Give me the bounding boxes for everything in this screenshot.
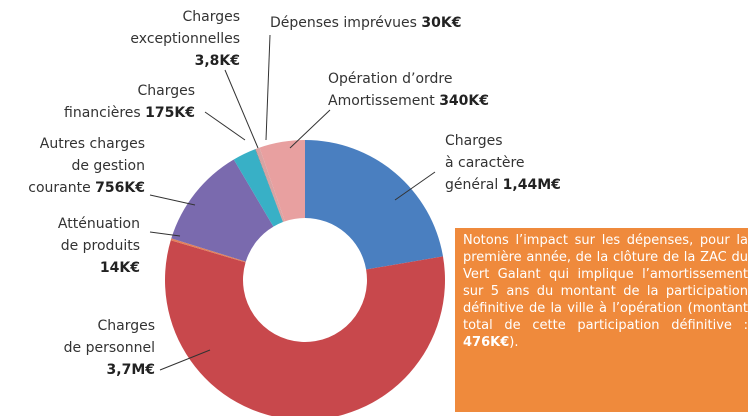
note-value: 476K€ [463, 335, 510, 350]
leader-line [149, 194, 196, 206]
category: Charges de personnel [63, 318, 155, 356]
category: Charges financières [64, 83, 195, 121]
value-label: 175K€ [145, 105, 195, 121]
slice [255, 148, 284, 223]
slice [255, 147, 285, 222]
value-label: 756K€ [95, 180, 145, 196]
category: Dépenses imprévues [270, 15, 417, 31]
slice-label: Autres charges de gestion courante 756K€ [28, 133, 145, 199]
slice-label: Charges financières 175K€ [64, 80, 195, 124]
leader-line [149, 231, 181, 237]
value-label: 30K€ [421, 15, 462, 31]
leader-line [289, 109, 331, 149]
slice-label: Charges à caractère général 1,44M€ [445, 130, 561, 196]
slice-label: Opération d’ordre Amortissement 340K€ [328, 68, 489, 112]
category: Charges à caractère général [445, 133, 525, 193]
slice [170, 238, 246, 263]
category: Atténuation de produits [57, 216, 140, 254]
value-label: 340K€ [439, 93, 490, 109]
leader-line [159, 349, 211, 371]
note: Notons l’impact sur les dépenses, pour l… [455, 228, 748, 412]
leader-line [394, 171, 436, 201]
slice-label: Charges exceptionnelles 3,8K€ [130, 6, 240, 72]
slice-label: Charges de personnel 3,7M€ [64, 315, 155, 381]
note-text: Notons l’impact sur les dépenses, pour l… [463, 233, 748, 333]
leader-line [265, 34, 271, 141]
slice [305, 140, 443, 270]
slice [233, 149, 283, 227]
leader-line [204, 111, 246, 141]
value-label: 3,8K€ [194, 53, 240, 69]
category: Charges exceptionnelles [130, 9, 240, 47]
slice [165, 240, 445, 416]
slice-label: Atténuation de produits 14K€ [58, 213, 140, 279]
slice [259, 140, 305, 222]
slice [171, 159, 274, 262]
value-label: 1,44M€ [502, 177, 561, 193]
value-label: 14K€ [99, 260, 140, 276]
note-end: ). [509, 335, 519, 350]
value-label: 3,7M€ [106, 362, 155, 378]
category: Autres charges de gestion courante [28, 136, 145, 196]
leader-line [224, 69, 259, 149]
slice-label: Dépenses imprévues 30K€ [270, 12, 462, 34]
category: Opération d’ordre Amortissement [328, 71, 453, 109]
